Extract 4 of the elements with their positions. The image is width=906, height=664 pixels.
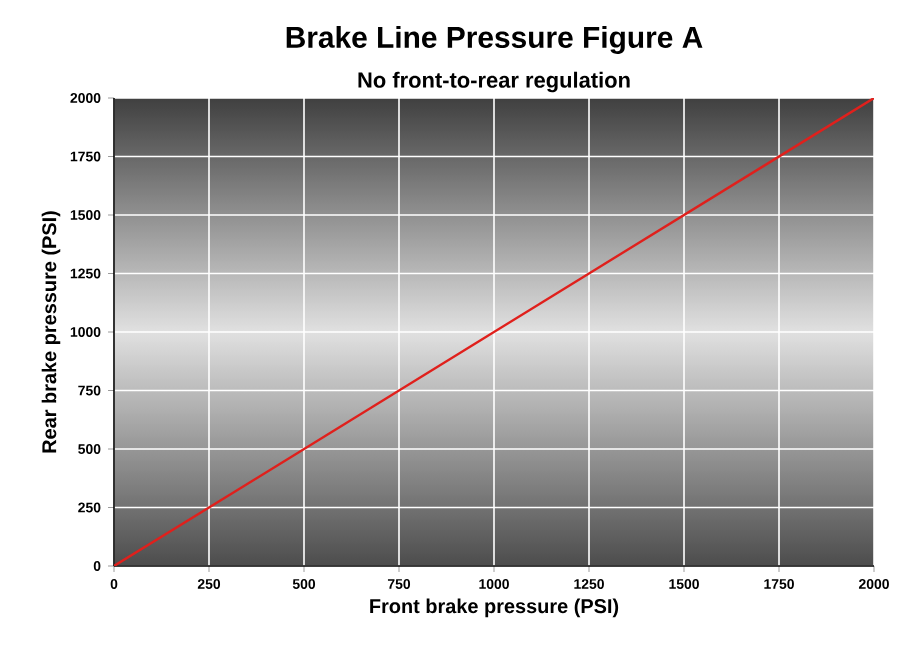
chart-title: Brake Line Pressure Figure A bbox=[286, 26, 703, 54]
y-axis-title: Rear brake pressure (PSI) bbox=[41, 211, 61, 453]
x-axis-title: Front brake pressure (PSI) bbox=[370, 598, 619, 618]
chart-subtitle: No front-to-rear regulation bbox=[358, 71, 630, 93]
